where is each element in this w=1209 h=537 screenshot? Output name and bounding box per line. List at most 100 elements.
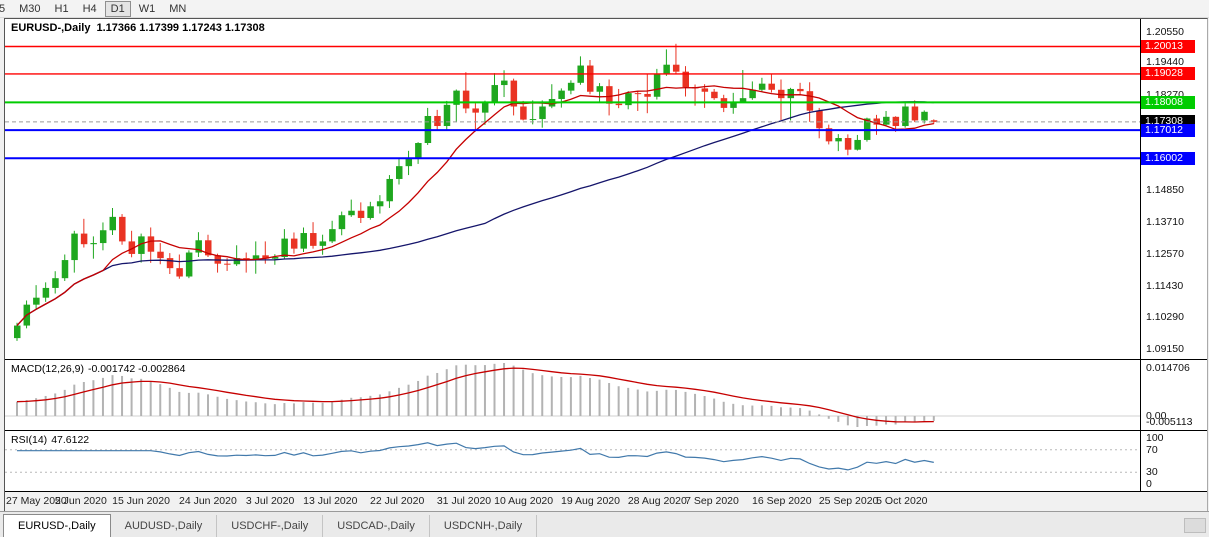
- candle-body: [52, 278, 59, 288]
- date-axis-label: 13 Jul 2020: [303, 495, 358, 507]
- price-axis[interactable]: 1.205501.194401.182701.148501.137101.125…: [1140, 19, 1207, 492]
- candle-body: [80, 233, 88, 245]
- rsi-axis-30: 30: [1146, 466, 1158, 479]
- candle-body: [338, 215, 346, 230]
- candle-body: [615, 103, 623, 106]
- rsi-axis-0: 0: [1146, 478, 1152, 490]
- chart-title-overlay: EURUSD-,Daily 1.17366 1.17399 1.17243 1.1…: [11, 22, 265, 34]
- candle-body: [730, 101, 737, 108]
- grid-price-label: 1.13710: [1146, 216, 1184, 229]
- tabbar-scrollbar[interactable]: [1184, 518, 1206, 533]
- candle-body: [99, 230, 107, 244]
- candle-body: [262, 255, 269, 259]
- date-axis-label: 24 Jun 2020: [179, 495, 237, 507]
- candle-body: [806, 91, 814, 111]
- rsi-label-overlay: RSI(14) 47.6122: [11, 434, 89, 446]
- candle-body: [90, 243, 97, 245]
- tab-usdchf-daily[interactable]: USDCHF-,Daily: [217, 515, 324, 537]
- date-axis-label: 10 Aug 2020: [494, 495, 554, 507]
- candle-body: [758, 83, 766, 90]
- candle-body: [787, 88, 795, 99]
- price-tag: 1.19028: [1141, 67, 1195, 81]
- candle-body: [491, 85, 498, 102]
- candle-body: [185, 252, 193, 277]
- candle-body: [396, 166, 403, 179]
- macd-panel[interactable]: MACD(12,26,9) -0.001742 -0.002864: [5, 360, 1207, 431]
- price-chart-canvas[interactable]: [5, 19, 1141, 359]
- chart-symbol-label: EURUSD-,Daily: [11, 22, 91, 34]
- candle-body: [14, 325, 21, 339]
- candle-body: [682, 71, 689, 87]
- candle-body: [520, 106, 527, 120]
- candle-body: [157, 251, 164, 259]
- candle-body: [768, 83, 775, 90]
- macd-signal-line: [16, 367, 934, 423]
- date-axis-label: 27 May 2020: [6, 495, 67, 507]
- candle-body: [816, 110, 823, 129]
- candle-body: [472, 108, 479, 113]
- candle-body: [558, 90, 565, 99]
- macd-chart-canvas[interactable]: [5, 360, 1141, 430]
- candle-body: [367, 206, 374, 218]
- date-axis[interactable]: 27 May 2020 5 Jun 2020 15 Jun 2020 24 Jun 2…: [5, 492, 1207, 511]
- macd-label-overlay: MACD(12,26,9) -0.001742 -0.002864: [11, 363, 185, 375]
- date-axis-label: 15 Jun 2020: [112, 495, 170, 507]
- candle-body: [634, 93, 642, 95]
- price-tag: 1.17012: [1141, 123, 1195, 137]
- date-axis-label: 28 Aug 2020: [627, 495, 687, 507]
- symbol-tabbar: EURUSD-,Daily AUDUSD-,Daily USDCHF-,Dail…: [0, 511, 1209, 537]
- timeframe-button-w1[interactable]: W1: [138, 2, 156, 15]
- tab-eurusd-daily[interactable]: EURUSD-,Daily: [3, 514, 111, 537]
- date-axis-label: 16 Sep 2020: [752, 495, 812, 507]
- candle-body: [415, 143, 422, 159]
- candle-body: [290, 238, 298, 249]
- chart-ohlc-values: 1.17366 1.17399 1.17243 1.17308: [96, 22, 265, 34]
- candle-body: [329, 229, 336, 242]
- tab-audusd-daily[interactable]: AUDUSD-,Daily: [111, 515, 218, 537]
- date-axis-label: 19 Aug 2020: [561, 495, 620, 507]
- candle-body: [195, 240, 202, 253]
- tab-usdcad-daily[interactable]: USDCAD-,Daily: [323, 515, 430, 537]
- candle-body: [147, 236, 155, 252]
- timeframe-button-m5[interactable]: 5: [0, 1, 11, 17]
- candle-body: [109, 216, 116, 231]
- candle-body: [481, 101, 489, 113]
- timeframe-button-d1[interactable]: D1: [104, 0, 131, 17]
- tab-usdcnh-daily[interactable]: USDCNH-,Daily: [430, 515, 538, 537]
- candle-body: [300, 233, 307, 249]
- grid-price-label: 1.09150: [1146, 343, 1184, 356]
- price-tag: 1.16002: [1141, 151, 1195, 165]
- candle-body: [357, 210, 365, 218]
- grid-price-label: 1.12570: [1146, 247, 1184, 260]
- candle-body: [825, 128, 833, 142]
- timeframe-button-h1[interactable]: H1: [54, 2, 69, 15]
- candle-body: [902, 106, 909, 127]
- candle-body: [310, 233, 317, 246]
- candle-body: [854, 139, 861, 150]
- candle-body: [835, 138, 842, 142]
- candle-body: [930, 120, 938, 122]
- timeframe-button-m30[interactable]: M30: [19, 2, 41, 15]
- rsi-chart-canvas[interactable]: [5, 431, 1141, 491]
- candle-body: [205, 240, 212, 256]
- rsi-indicator-name: RSI(14): [11, 434, 48, 446]
- price-tag: 1.20013: [1141, 40, 1195, 53]
- chart-window: EURUSD-,Daily 1.17366 1.17399 1.17243 1.1…: [4, 18, 1208, 511]
- grid-price-label: 1.11430: [1146, 279, 1184, 292]
- date-axis-label: 22 Jul 2020: [370, 495, 425, 507]
- grid-price-label: 1.20550: [1146, 25, 1184, 38]
- candle-body: [33, 297, 40, 305]
- date-axis-label: 5 Jun 2020: [54, 495, 107, 507]
- candle-body: [443, 104, 451, 127]
- rsi-axis-100: 100: [1146, 432, 1164, 444]
- macd-indicator-values: -0.001742 -0.002864: [87, 363, 186, 375]
- date-axis-label: 5 Oct 2020: [876, 495, 928, 507]
- candle-body: [749, 89, 756, 99]
- candle-body: [128, 241, 136, 254]
- ma-slow-line: [16, 101, 934, 327]
- price-panel[interactable]: EURUSD-,Daily 1.17366 1.17399 1.17243 1.1…: [5, 19, 1207, 360]
- timeframe-toolbar: 5 M30 H1 H4 D1 W1 MN: [0, 0, 1209, 18]
- timeframe-button-h4[interactable]: H4: [82, 2, 97, 15]
- timeframe-button-mn[interactable]: MN: [169, 2, 187, 15]
- rsi-panel[interactable]: RSI(14) 47.6122: [5, 431, 1207, 492]
